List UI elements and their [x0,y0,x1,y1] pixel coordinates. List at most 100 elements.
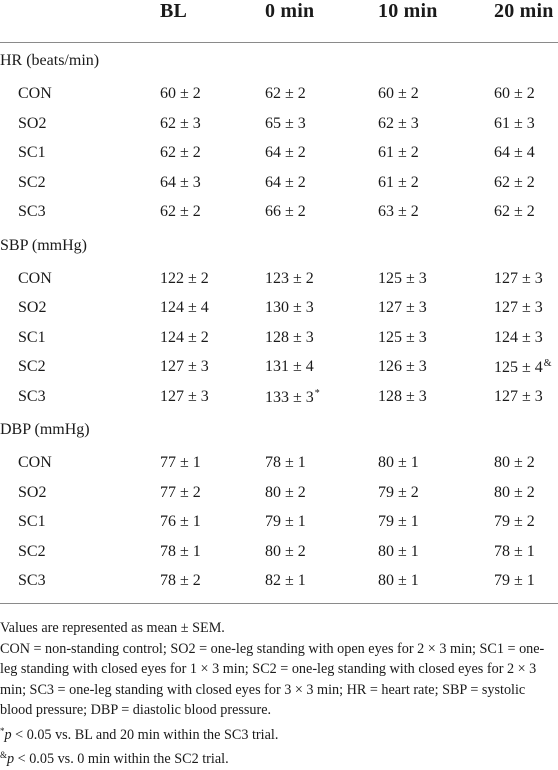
group-label: DBP (mmHg) [0,421,90,438]
table-cell: 80 ± 2 [265,484,306,502]
table-cell: 62 ± 2 [494,203,535,221]
cell-value: 80 ± 2 [265,542,306,560]
cell-value: 123 ± 2 [265,269,314,287]
table-cell: 60 ± 2 [160,85,201,103]
table-cell: 122 ± 2 [160,270,209,288]
group-label: SBP (mmHg) [0,236,87,254]
cell-value: 127 ± 3 [378,299,427,316]
cell-value: 64 ± 4 [494,144,535,161]
table-cell: 80 ± 2 [494,484,535,502]
cell-value: 64 ± 2 [265,173,306,191]
table-cell: 82 ± 1 [265,572,306,590]
table-cell: 79 ± 2 [494,513,535,531]
group-label: HR (beats/min) [0,52,100,69]
cell-value: 80 ± 1 [378,572,419,589]
table-cell: 64 ± 4 [494,144,535,162]
cell-value: 60 ± 2 [378,85,419,102]
table-cell: 127 ± 3 [160,358,209,376]
table-row: SC2 64 ± 3 64 ± 2 61 ± 2 62 ± 2 [0,174,558,204]
table-row: CON 122 ± 2 123 ± 2 125 ± 3 127 ± 3 [0,270,558,300]
table-cell: 124 ± 3 [494,329,543,347]
table-cell: 80 ± 2 [265,543,306,561]
row-label: SC2 [18,173,46,191]
footnote-values: Values are represented as mean ± SEM. [0,620,225,636]
table-cell: 62 ± 3 [378,115,419,133]
table-cell: 64 ± 2 [265,174,306,192]
cell-value: 130 ± 3 [265,299,314,316]
cell-value: 80 ± 1 [378,454,419,471]
table-row: SO2 77 ± 2 80 ± 2 79 ± 2 80 ± 2 [0,484,558,514]
cell-value: 124 ± 2 [160,328,209,346]
table-cell: 62 ± 2 [494,174,535,192]
cell-value: 80 ± 2 [494,454,535,471]
table-cell: 127 ± 3 [378,299,427,317]
cell-value: 128 ± 3 [378,387,427,405]
significance-mark: * [314,387,320,399]
cell-value: 80 ± 2 [494,483,535,501]
table-cell: 128 ± 3 [265,329,314,347]
table-row: SC3 127 ± 3 133 ± 3* 128 ± 3 127 ± 3 [0,388,558,418]
cell-value: 79 ± 2 [378,483,419,501]
table-cell: 79 ± 1 [494,572,535,590]
footnote-star-text: < 0.05 vs. BL and 20 min within the SC3 … [11,726,279,743]
cell-value: 62 ± 3 [160,114,201,132]
table-cell: 128 ± 3 [378,388,427,406]
table-cell: 77 ± 2 [160,484,201,502]
table-row: SC1 124 ± 2 128 ± 3 125 ± 3 124 ± 3 [0,329,558,359]
cell-value: 125 ± 4 [494,359,543,376]
row-label: SC3 [18,387,46,405]
table-cell: 78 ± 1 [265,454,306,472]
cell-value: 124 ± 4 [160,299,209,316]
column-header-0min: 0 min [265,0,315,22]
table-cell: 80 ± 1 [378,572,419,590]
table-cell: 124 ± 4 [160,299,209,317]
cell-value: 77 ± 1 [160,454,201,471]
cell-value: 62 ± 3 [378,114,419,132]
cell-value: 66 ± 2 [265,203,306,220]
table-cell: 125 ± 3 [378,329,427,347]
row-label: SC1 [18,328,46,346]
bottom-rule [0,603,558,604]
cell-value: 128 ± 3 [265,328,314,346]
footnote-amp: &p < 0.05 vs. 0 min within the SC2 trial… [0,745,558,770]
table-cell: 63 ± 2 [378,203,419,221]
cell-value: 78 ± 1 [494,542,535,560]
table-cell: 125 ± 3 [378,270,427,288]
cell-value: 79 ± 2 [494,513,535,530]
header-rule [0,42,558,43]
cell-value: 126 ± 3 [378,358,427,375]
row-label: CON [18,269,52,287]
table-header: BL 0 min 10 min 20 min [0,0,558,40]
cell-value: 78 ± 1 [160,542,201,560]
table-cell: 127 ± 3 [494,270,543,288]
footnote-amp-text: < 0.05 vs. 0 min within the SC2 trial. [14,751,229,767]
cell-value: 62 ± 2 [265,85,306,102]
table-row: SC1 76 ± 1 79 ± 1 79 ± 1 79 ± 2 [0,513,558,543]
cell-value: 62 ± 2 [160,144,201,161]
cell-value: 60 ± 2 [494,85,535,102]
cell-value: 131 ± 4 [265,358,314,375]
cell-value: 127 ± 3 [494,387,543,405]
table-row: SO2 62 ± 3 65 ± 3 62 ± 3 61 ± 3 [0,115,558,145]
table-cell: 77 ± 1 [160,454,201,472]
cell-value: 82 ± 1 [265,572,306,589]
cell-value: 61 ± 2 [378,144,419,161]
footnote-star-mark: * [0,725,5,736]
table-cell: 80 ± 1 [378,454,419,472]
table-row: SO2 124 ± 4 130 ± 3 127 ± 3 127 ± 3 [0,299,558,329]
cell-value: 63 ± 2 [378,203,419,220]
significance-mark: & [543,358,552,369]
table-cell: 61 ± 2 [378,174,419,192]
cell-value: 61 ± 3 [494,114,535,132]
table-cell: 64 ± 3 [160,174,201,192]
column-header-bl: BL [160,0,188,22]
cell-value: 127 ± 3 [160,387,209,405]
footnote-amp-mark: & [0,750,8,760]
cell-value: 78 ± 1 [265,454,306,471]
row-label: SC3 [18,572,46,589]
table-row: SC3 78 ± 2 82 ± 1 80 ± 1 79 ± 1 [0,572,558,602]
table-cell: 66 ± 2 [265,203,306,221]
cell-value: 77 ± 2 [160,483,201,501]
row-label: SO2 [18,483,47,501]
table-cell: 78 ± 1 [494,543,535,561]
